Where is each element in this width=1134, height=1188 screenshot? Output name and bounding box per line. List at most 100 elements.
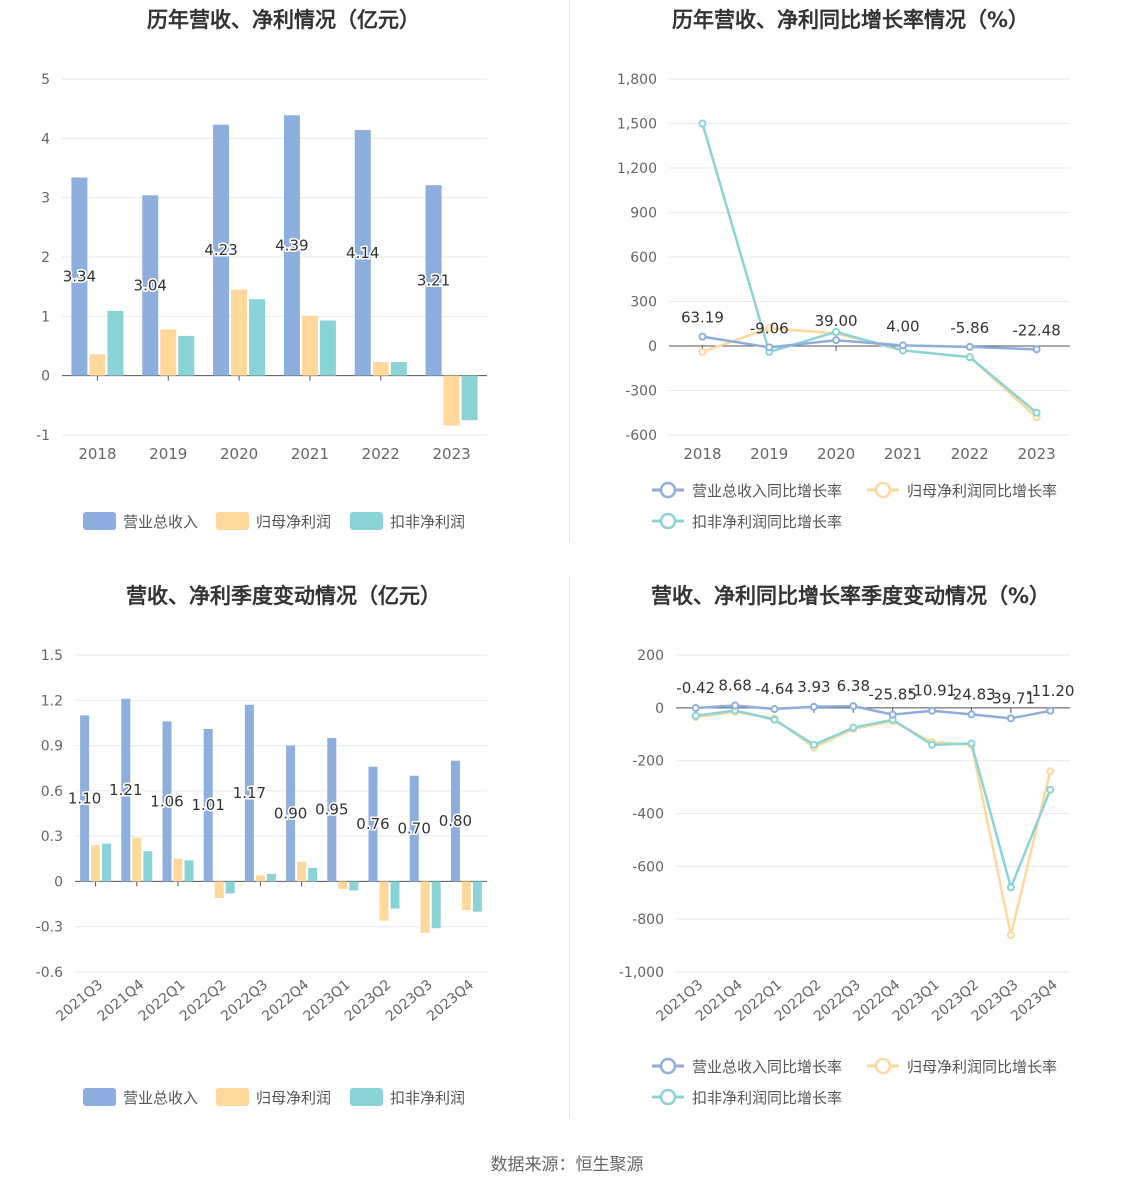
bar: [80, 715, 90, 882]
data-point: [1006, 883, 1015, 892]
legend-label: 归母净利润同比增长率: [907, 482, 1057, 500]
bar: [390, 881, 400, 909]
point-data-label: -5.86: [950, 319, 989, 337]
bar: [102, 843, 112, 882]
bar: [461, 881, 471, 911]
data-point: [1046, 767, 1055, 776]
bar-data-label: 1.21: [109, 781, 142, 799]
x-tick-label: 2019: [149, 445, 187, 463]
y-tick-label: 0: [54, 874, 63, 890]
data-point: [770, 705, 779, 714]
point-data-label: -22.48: [1012, 321, 1060, 339]
vertical-divider: [569, 576, 570, 1118]
legend-label: 扣非净利润同比增长率: [692, 1089, 842, 1107]
bar: [71, 177, 88, 376]
data-point: [1032, 345, 1041, 354]
bar: [173, 858, 183, 882]
point-data-label: -0.42: [676, 679, 715, 697]
y-tick-label: 900: [630, 206, 657, 222]
point-data-label: -4.64: [755, 680, 794, 698]
data-point: [849, 702, 858, 711]
data-point: [967, 739, 976, 748]
legend-label: 扣非净利润: [390, 1089, 465, 1107]
legend-swatch-marker: [874, 1057, 892, 1075]
y-tick-label: 1,500: [617, 117, 657, 133]
data-point: [1006, 714, 1015, 723]
y-tick-label: 0: [648, 339, 657, 355]
point-data-label: 63.19: [681, 309, 724, 327]
data-point: [928, 706, 937, 715]
y-tick-label: 1.2: [41, 693, 63, 709]
legend-label: 营业总收入同比增长率: [692, 482, 842, 500]
y-tick-label: -300: [625, 384, 657, 400]
point-data-label: -10.91: [908, 682, 956, 700]
bar: [178, 335, 195, 376]
bar-data-label: 1.06: [150, 792, 183, 810]
bar-data-label: 3.21: [417, 271, 450, 289]
legend-swatch-marker: [659, 481, 677, 499]
y-tick-label: 3: [41, 191, 50, 207]
x-tick-label: 2023: [1017, 445, 1055, 463]
bar: [354, 130, 371, 376]
y-tick-label: 5: [41, 72, 50, 88]
series-line: [695, 710, 1052, 936]
series-line: [695, 709, 1052, 892]
data-point: [898, 341, 907, 350]
quarterly-bar-chart-svg: 1.51.20.90.60.30-0.3-0.62021Q32021Q42022…: [36, 648, 487, 1107]
y-tick-label: 1.5: [41, 648, 63, 664]
series-line: [695, 704, 1051, 720]
y-tick-label: -400: [632, 807, 664, 823]
annual-bar-chart-svg: 5 4 3 2 1 0 -1 2018 2019 2020 2021 2022 2023 3.34 3.04…: [36, 72, 487, 531]
y-tick-label: -600: [632, 859, 664, 875]
data-point: [965, 353, 974, 362]
bar: [390, 362, 407, 376]
bar: [472, 881, 482, 912]
bar: [231, 289, 248, 376]
x-tick-label: 2018: [683, 445, 721, 463]
bar: [225, 881, 235, 894]
bar: [286, 745, 296, 882]
bar-data-label: 0.70: [397, 820, 430, 838]
bar-data-label: 0.95: [315, 801, 348, 819]
y-tick-label: -1,000: [619, 965, 664, 981]
y-tick-label: 0: [41, 369, 50, 385]
legend-swatch: [83, 1088, 116, 1106]
y-tick-label: -800: [632, 912, 664, 928]
data-point: [1046, 706, 1055, 715]
annual-revenue-profit-chart: 历年营收、净利情况（亿元） 5 4 3 2 1 0 -1 2018 2019 2020 2021 20…: [0, 0, 567, 575]
data-point: [809, 702, 818, 711]
data-point: [770, 715, 779, 724]
y-tick-label: 0.6: [41, 784, 63, 800]
bar: [301, 315, 318, 376]
annual-line-chart-svg: 1,800 1,500 1,200 900 600 300 0 -300 -600 2018 201…: [617, 72, 1070, 531]
bar: [89, 354, 106, 376]
bar: [244, 704, 254, 882]
bar: [319, 320, 336, 376]
y-tick-label: 200: [637, 648, 664, 664]
y-tick-label: 0: [655, 701, 664, 717]
data-point: [698, 347, 707, 356]
data-point: [698, 119, 707, 128]
bar: [107, 310, 124, 376]
point-data-label: -11.20: [1026, 682, 1074, 700]
bar: [409, 775, 419, 882]
y-tick-label: 1: [41, 309, 50, 325]
x-tick-label: 2023Q4: [424, 977, 477, 1025]
bar-data-label: 4.39: [275, 236, 308, 254]
legend-label: 归母净利润: [256, 1089, 331, 1107]
bar: [368, 766, 378, 882]
x-tick-label: 2019: [750, 445, 788, 463]
bar: [132, 837, 142, 882]
legend-swatch-marker: [874, 481, 892, 499]
chart-title: 历年营收、净利情况（亿元）: [147, 8, 420, 32]
bar-data-label: 3.04: [134, 276, 167, 294]
x-tick-label: 2021: [291, 445, 329, 463]
data-point: [765, 324, 774, 333]
data-point: [731, 701, 740, 710]
bar: [461, 375, 478, 421]
bar: [425, 185, 442, 376]
legend-label: 营业总收入: [123, 513, 198, 531]
y-tick-label: 1,800: [617, 72, 657, 88]
data-source-note: 数据来源：恒生聚源: [490, 1155, 644, 1175]
legend-label: 归母净利润: [256, 513, 331, 531]
